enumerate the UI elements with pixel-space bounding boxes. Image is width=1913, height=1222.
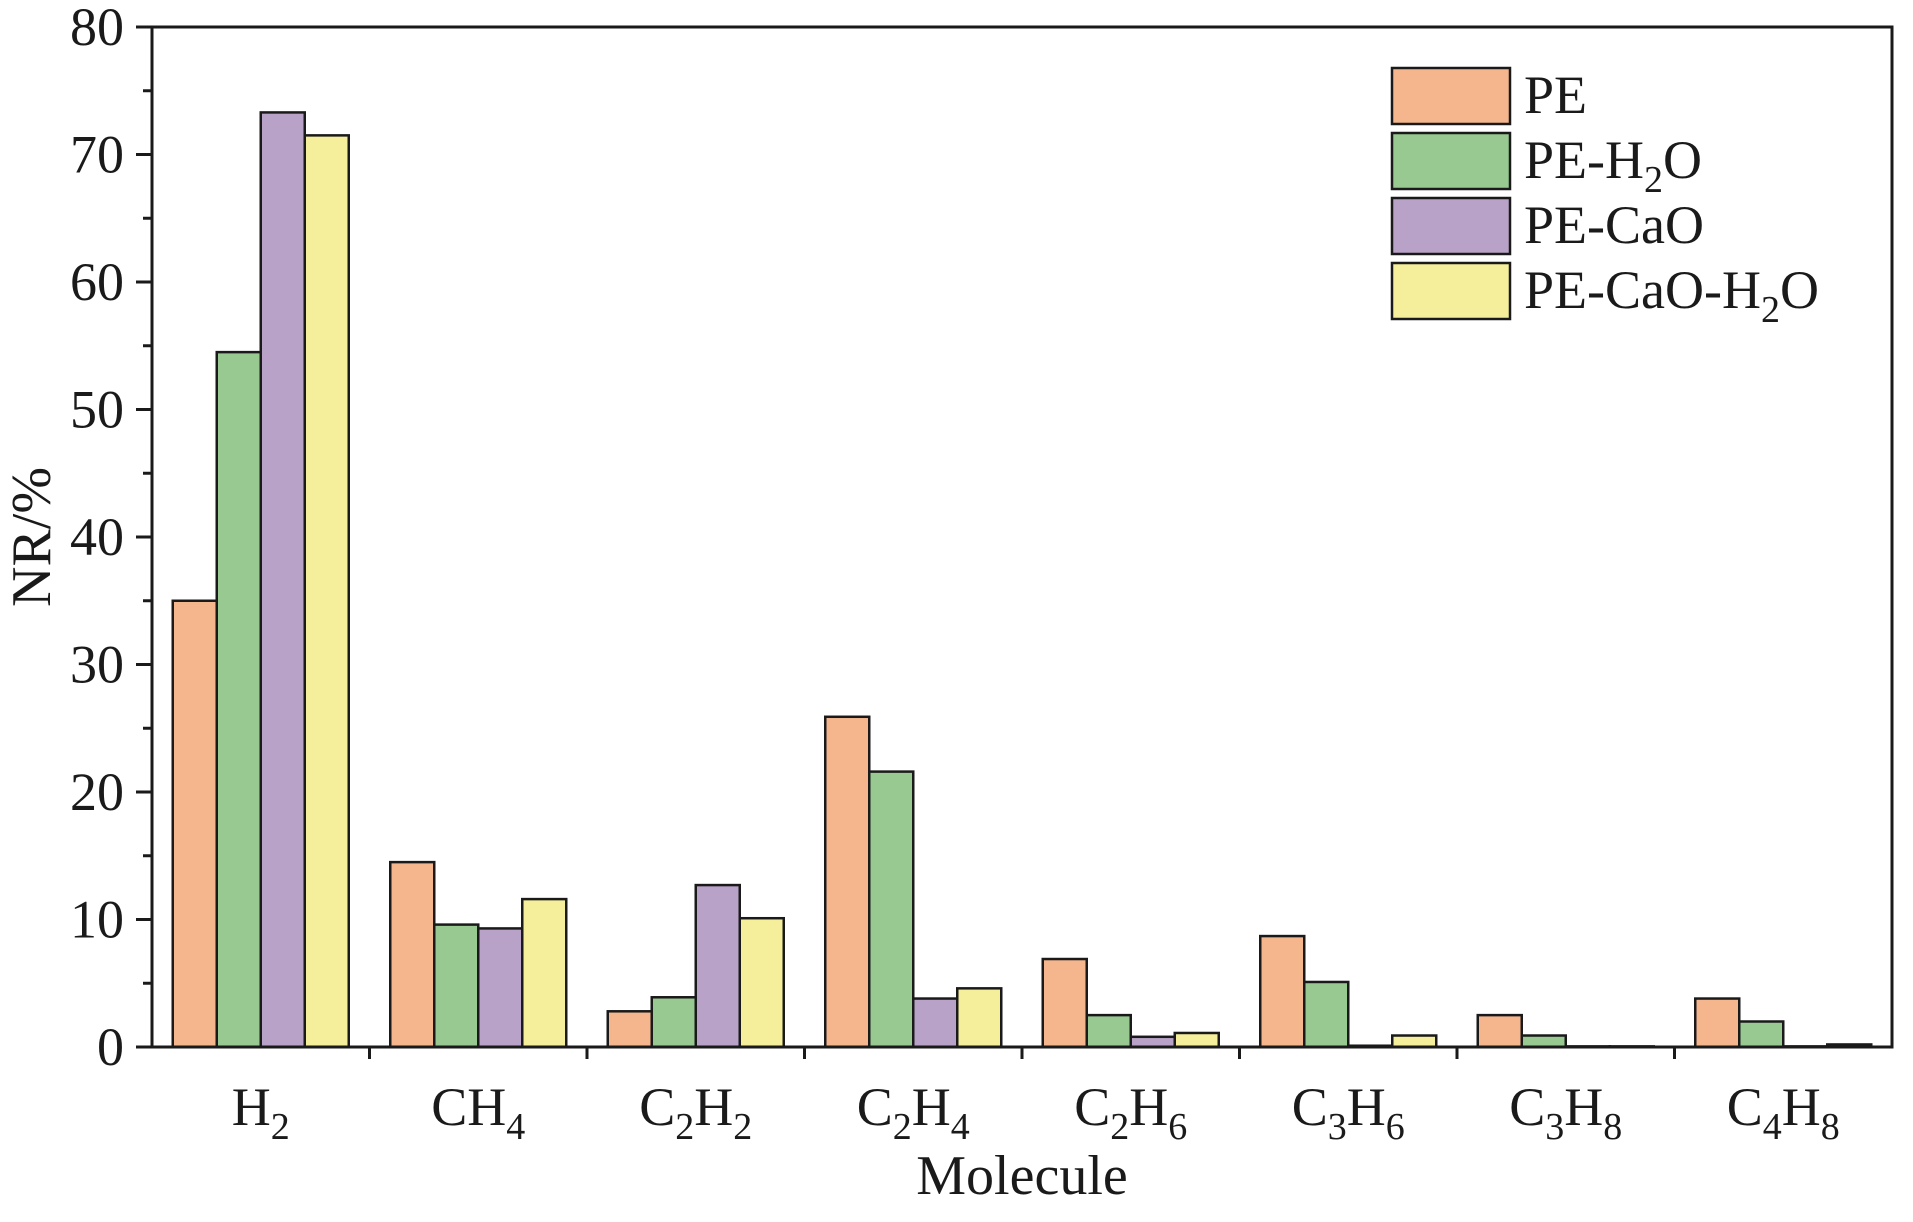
bar-pe-cao-h2o-c3h6: [1391, 1034, 1438, 1049]
legend-label-pe-cao-h2o: PE-CaO-H2O: [1524, 260, 1819, 331]
bar-pe-cao-h2o-c2h4: [956, 987, 1003, 1049]
bar-pe-c3h6: [1259, 934, 1306, 1049]
bar-pe-cao-h2o-c2h6: [1173, 1031, 1220, 1049]
x-tick-label-c4h8: C4H8: [1727, 1077, 1840, 1148]
y-tick-label: 80: [70, 0, 124, 57]
legend-swatch-pe: [1390, 66, 1512, 126]
bar-pe-h2o-c2h6: [1085, 1013, 1132, 1049]
bar-pe-c2h6: [1041, 957, 1088, 1049]
bar-pe-cao-h2o-c2h2: [738, 916, 785, 1049]
x-tick-label-c2h4: C2H4: [857, 1077, 970, 1148]
y-tick-label: 70: [70, 125, 124, 185]
bar-pe-h2o-c4h8: [1738, 1020, 1785, 1049]
bar-pe-h2o-c2h4: [868, 770, 915, 1049]
bar-pe-c2h2: [606, 1010, 653, 1049]
legend-label-pe: PE: [1524, 65, 1587, 125]
legend-swatch-pe-cao-h2o: [1390, 261, 1512, 321]
bar-pe-h2o-ch4: [433, 923, 480, 1049]
axes: 0 10 20 30 40 50 60 70 80 H2 CH4 C2H2 C2H4 C2H6 C3H6 C3…: [1, 0, 1894, 1207]
bar-pe-cao-c2h2: [694, 883, 741, 1049]
y-tick-label: 30: [70, 635, 124, 695]
x-tick-label-c2h6: C2H6: [1074, 1077, 1187, 1148]
x-tick-label-c2h2: C2H2: [639, 1077, 752, 1148]
legend-label-pe-cao: PE-CaO: [1524, 195, 1704, 255]
bar-pe-h2o-h2: [215, 350, 262, 1049]
bar-pe-cao-ch4: [477, 927, 524, 1049]
x-axis-title: Molecule: [916, 1145, 1127, 1207]
bar-pe-c3h8: [1476, 1013, 1523, 1049]
legend-swatch-pe-cao: [1390, 196, 1512, 256]
bar-pe-h2: [171, 599, 218, 1049]
bar-pe-c2h4: [824, 715, 871, 1049]
bar-pe-cao-c2h6: [1129, 1035, 1176, 1049]
bar-pe-h2o-c3h8: [1520, 1034, 1567, 1049]
x-tick-label-h2: H2: [232, 1077, 290, 1148]
bar-pe-h2o-c3h6: [1303, 980, 1350, 1049]
y-tick-label: 40: [70, 507, 124, 567]
bar-pe-cao-h2: [259, 111, 306, 1049]
y-axis-title: NR/%: [1, 467, 63, 607]
bar-pe-c4h8: [1694, 997, 1741, 1049]
y-tick-label: 60: [70, 252, 124, 312]
y-tick-label: 10: [70, 890, 124, 950]
bar-pe-h2o-c2h2: [650, 996, 697, 1049]
x-tick-label-ch4: CH4: [431, 1077, 525, 1148]
bar-pe-cao-h2o-h2: [303, 134, 350, 1049]
x-tick-label-c3h6: C3H6: [1292, 1077, 1405, 1148]
bar-pe-ch4: [389, 860, 436, 1049]
legend-swatch-pe-h2o: [1390, 131, 1512, 191]
bar-pe-cao-h2o-ch4: [521, 897, 568, 1049]
y-tick-label: 20: [70, 762, 124, 822]
y-tick-label: 0: [97, 1017, 124, 1077]
legend-label-pe-h2o: PE-H2O: [1524, 130, 1702, 201]
x-tick-label-c3h8: C3H8: [1509, 1077, 1622, 1148]
bar-pe-cao-c2h4: [912, 997, 959, 1049]
y-tick-label: 50: [70, 380, 124, 440]
